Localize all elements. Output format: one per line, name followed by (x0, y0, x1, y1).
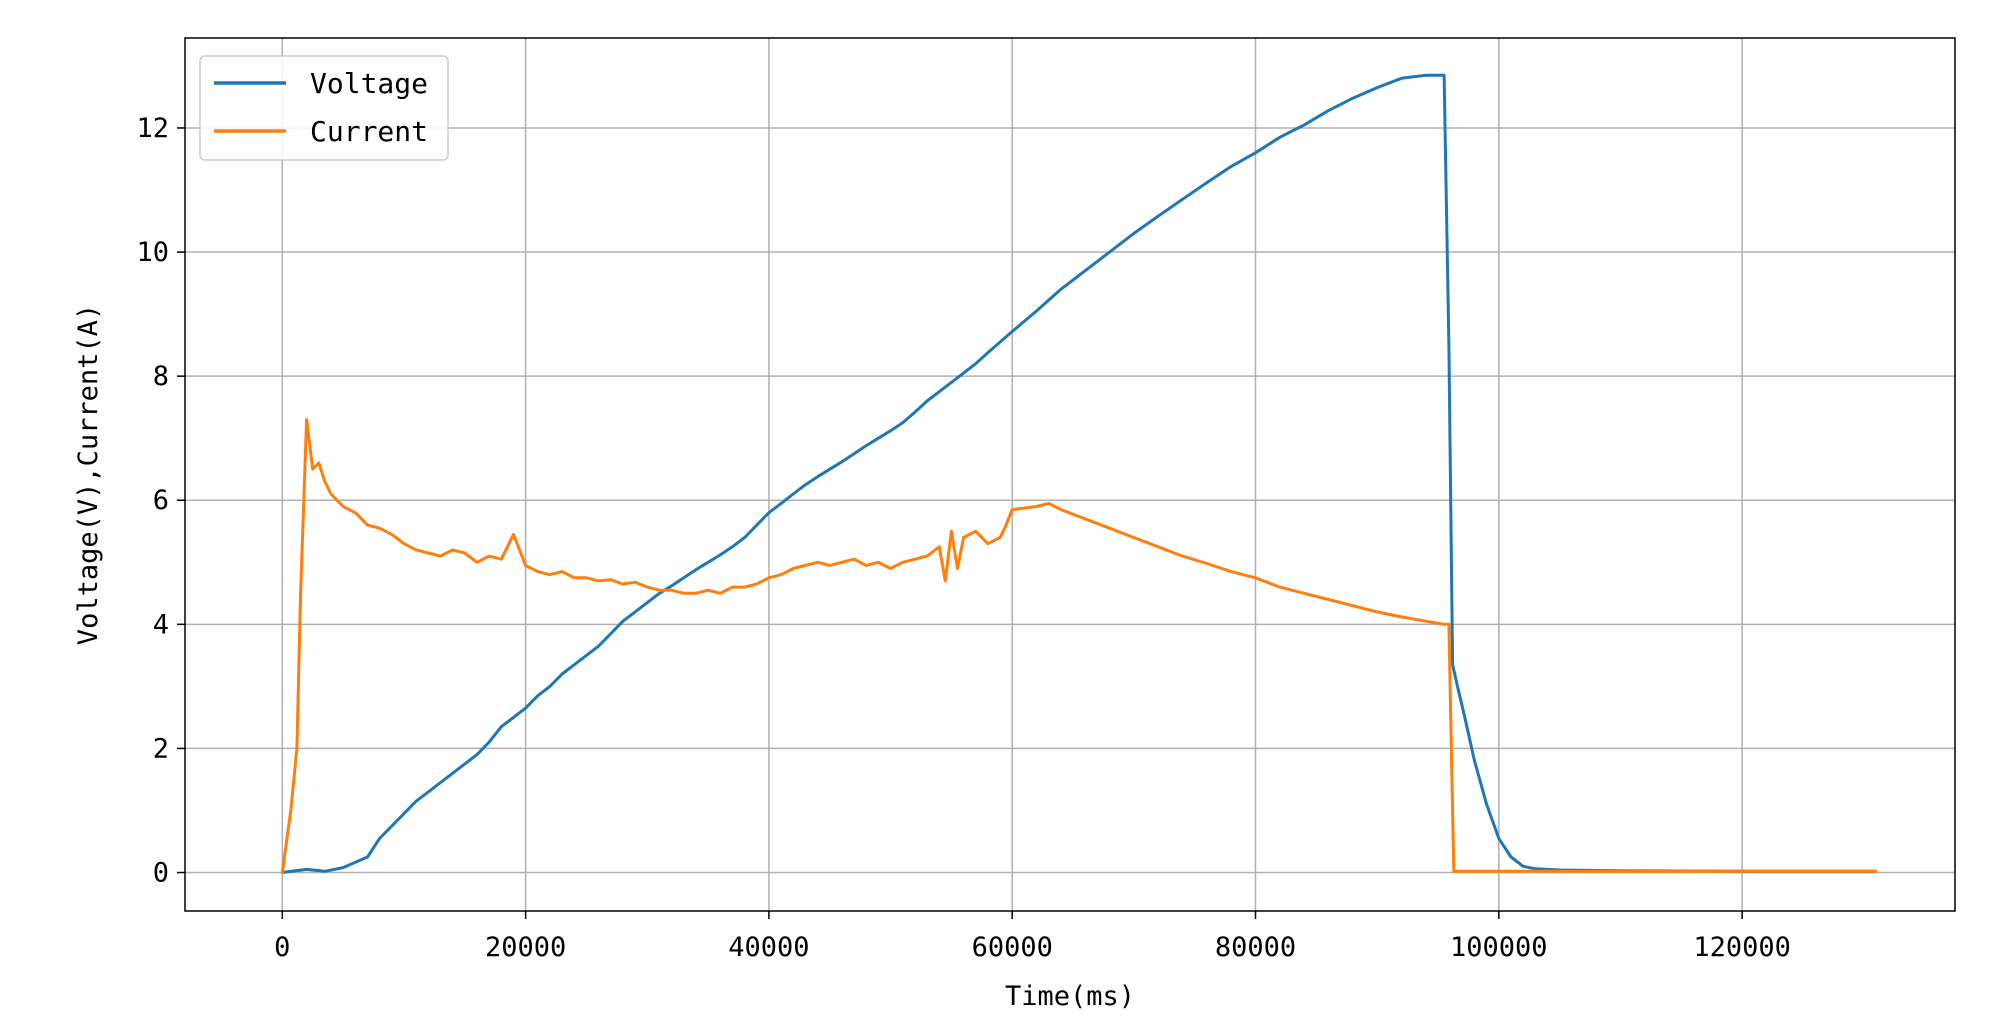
y-axis-label: Voltage(V),Current(A) (73, 304, 104, 645)
plot-frame (184, 37, 1956, 912)
x-tick-label: 60000 (972, 932, 1053, 963)
y-tick-label: 2 (153, 733, 169, 764)
x-tick-label: 80000 (1215, 932, 1296, 963)
legend-label-current: Current (310, 115, 428, 148)
series-layer (280, 73, 1878, 874)
x-tick-label: 120000 (1693, 932, 1791, 963)
y-tick-label: 10 (136, 237, 169, 268)
x-tick-label: 40000 (728, 932, 809, 963)
x-tick-label: 0 (274, 932, 290, 963)
legend: Voltage Current (199, 55, 449, 161)
x-tick-label: 100000 (1450, 932, 1548, 963)
legend-label-voltage: Voltage (310, 67, 428, 100)
y-tick-label: 0 (153, 858, 169, 889)
x-axis-label: Time(ms) (1005, 981, 1135, 1012)
y-tick-label: 8 (153, 361, 169, 392)
y-tick-label: 4 (153, 609, 169, 640)
series-line-current (280, 418, 1878, 874)
y-tick-label: 6 (153, 485, 169, 516)
ticks: 0 20000 40000 60000 80000 100000 120000 0 2 4 6 8 10… (136, 113, 1790, 963)
x-tick-label: 20000 (485, 932, 566, 963)
grid (185, 38, 1955, 911)
y-tick-label: 12 (136, 113, 169, 144)
series-line-voltage (280, 73, 1878, 874)
